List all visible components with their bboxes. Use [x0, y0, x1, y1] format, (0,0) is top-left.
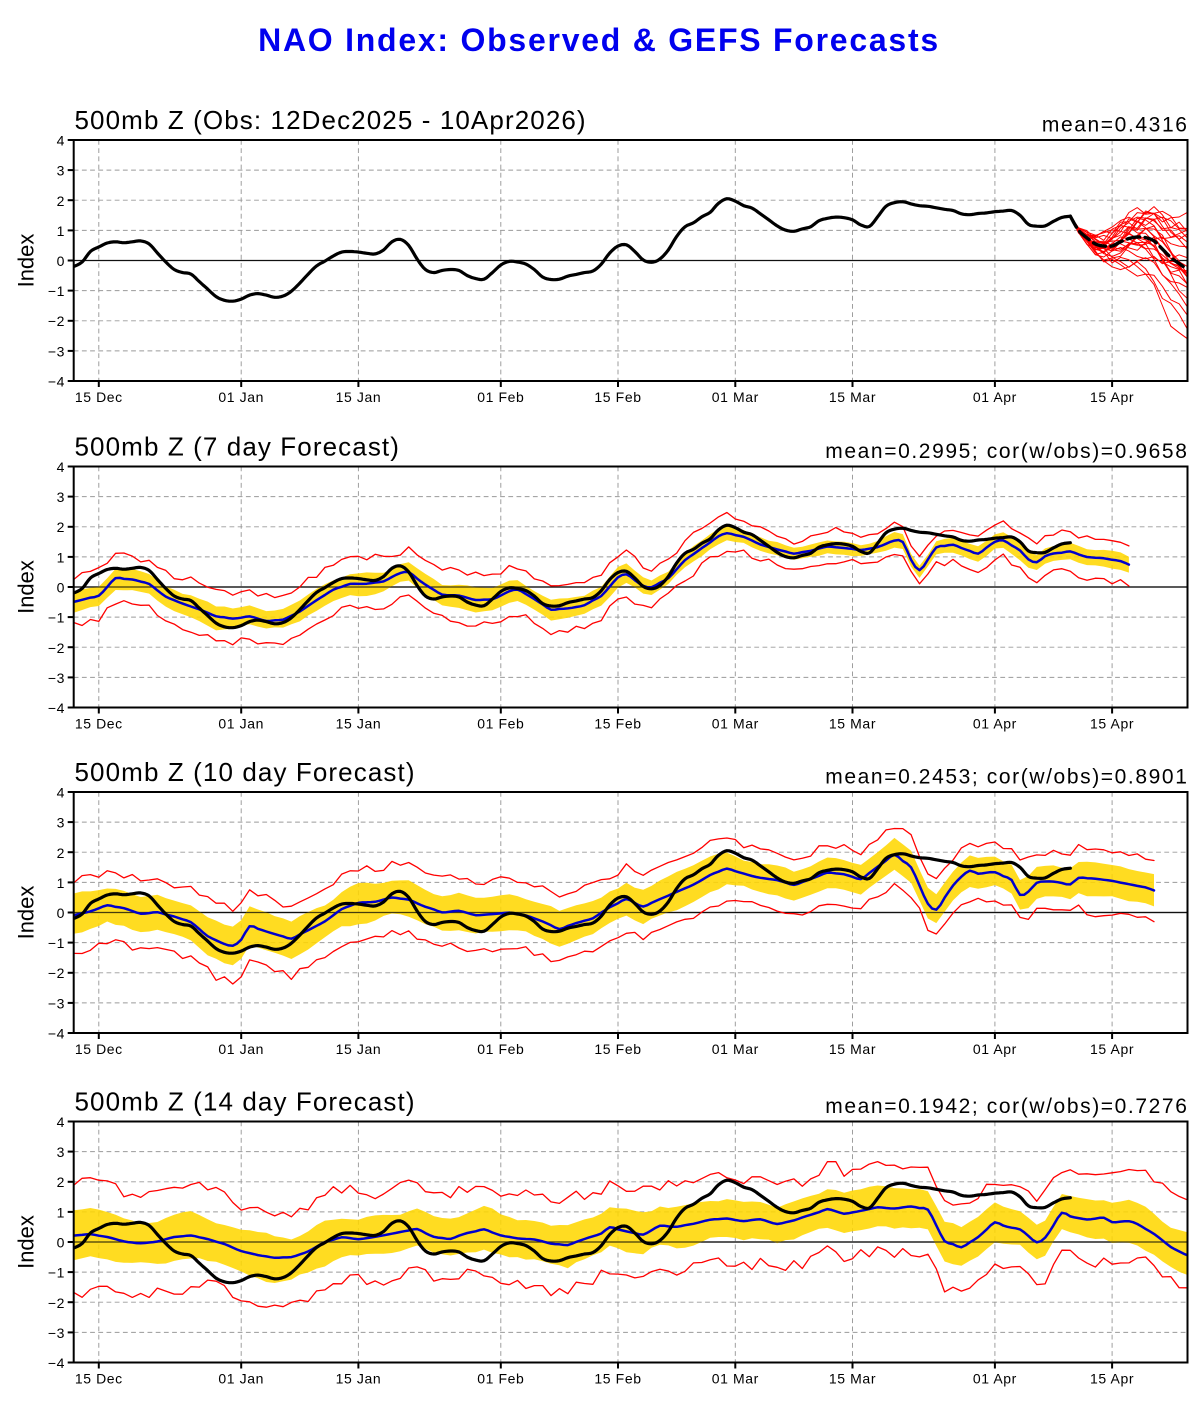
svg-text:01 Feb: 01 Feb: [477, 389, 524, 405]
svg-text:−3: −3: [48, 343, 65, 359]
svg-text:500mb Z (14 day Forecast): 500mb Z (14 day Forecast): [75, 1087, 416, 1117]
svg-text:1: 1: [57, 223, 65, 239]
svg-text:NAO Index: Observed & GEFS For: NAO Index: Observed & GEFS Forecasts: [258, 22, 940, 58]
svg-text:01 Apr: 01 Apr: [973, 1371, 1017, 1387]
svg-text:01 Mar: 01 Mar: [712, 716, 759, 732]
svg-text:500mb Z (10 day Forecast): 500mb Z (10 day Forecast): [75, 757, 416, 787]
svg-text:15 Apr: 15 Apr: [1090, 1371, 1134, 1387]
svg-text:01 Feb: 01 Feb: [477, 1371, 524, 1387]
svg-text:mean=0.2995; cor(w/obs)=0.9658: mean=0.2995; cor(w/obs)=0.9658: [825, 440, 1188, 463]
svg-text:15 Jan: 15 Jan: [336, 389, 382, 405]
svg-text:01 Apr: 01 Apr: [973, 716, 1017, 732]
svg-text:01 Mar: 01 Mar: [712, 1041, 759, 1057]
svg-text:500mb Z (Obs: 12Dec2025 - 10Ap: 500mb Z (Obs: 12Dec2025 - 10Apr2026): [75, 105, 587, 135]
svg-text:−4: −4: [48, 374, 65, 390]
svg-text:15 Feb: 15 Feb: [594, 1371, 641, 1387]
svg-text:15 Dec: 15 Dec: [75, 1371, 123, 1387]
svg-text:−4: −4: [48, 1026, 65, 1042]
svg-text:−2: −2: [48, 313, 65, 329]
svg-text:01 Jan: 01 Jan: [218, 389, 264, 405]
svg-text:−3: −3: [48, 995, 65, 1011]
svg-text:4: 4: [57, 1114, 65, 1130]
svg-text:01 Feb: 01 Feb: [477, 1041, 524, 1057]
svg-text:−2: −2: [48, 640, 65, 656]
svg-text:3: 3: [57, 1144, 65, 1160]
svg-text:15 Feb: 15 Feb: [594, 389, 641, 405]
svg-text:15 Apr: 15 Apr: [1090, 389, 1134, 405]
svg-text:mean=0.2453; cor(w/obs)=0.8901: mean=0.2453; cor(w/obs)=0.8901: [825, 766, 1188, 789]
svg-text:1: 1: [57, 549, 65, 565]
svg-text:Index: Index: [14, 1215, 39, 1269]
svg-text:Index: Index: [14, 234, 39, 288]
svg-text:15 Mar: 15 Mar: [829, 1041, 876, 1057]
svg-text:01 Jan: 01 Jan: [218, 716, 264, 732]
svg-text:3: 3: [57, 489, 65, 505]
svg-text:2: 2: [57, 1174, 65, 1190]
svg-text:1: 1: [57, 875, 65, 891]
svg-text:1: 1: [57, 1204, 65, 1220]
svg-text:3: 3: [57, 815, 65, 831]
svg-text:15 Dec: 15 Dec: [75, 389, 123, 405]
svg-text:15 Jan: 15 Jan: [336, 1371, 382, 1387]
svg-text:01 Apr: 01 Apr: [973, 389, 1017, 405]
svg-text:15 Mar: 15 Mar: [829, 1371, 876, 1387]
svg-text:0: 0: [57, 1235, 65, 1251]
svg-text:01 Jan: 01 Jan: [218, 1041, 264, 1057]
svg-text:01 Apr: 01 Apr: [973, 1041, 1017, 1057]
svg-text:4: 4: [57, 459, 65, 475]
svg-text:mean=0.4316: mean=0.4316: [1042, 114, 1189, 137]
svg-text:15 Feb: 15 Feb: [594, 1041, 641, 1057]
svg-text:4: 4: [57, 133, 65, 149]
svg-text:15 Mar: 15 Mar: [829, 716, 876, 732]
svg-text:15 Mar: 15 Mar: [829, 389, 876, 405]
svg-text:−1: −1: [48, 1265, 65, 1281]
svg-text:01 Mar: 01 Mar: [712, 1371, 759, 1387]
svg-text:01 Mar: 01 Mar: [712, 389, 759, 405]
svg-text:−2: −2: [48, 1295, 65, 1311]
svg-text:15 Jan: 15 Jan: [336, 1041, 382, 1057]
svg-text:0: 0: [57, 253, 65, 269]
svg-text:−1: −1: [48, 610, 65, 626]
svg-text:2: 2: [57, 193, 65, 209]
svg-text:01 Feb: 01 Feb: [477, 716, 524, 732]
svg-text:15 Apr: 15 Apr: [1090, 716, 1134, 732]
svg-text:−4: −4: [48, 700, 65, 716]
svg-text:−1: −1: [48, 935, 65, 951]
svg-text:2: 2: [57, 519, 65, 535]
svg-text:0: 0: [57, 905, 65, 921]
svg-text:−3: −3: [48, 670, 65, 686]
svg-text:−1: −1: [48, 283, 65, 299]
svg-text:−2: −2: [48, 965, 65, 981]
svg-text:4: 4: [57, 785, 65, 801]
svg-text:3: 3: [57, 163, 65, 179]
svg-text:15 Dec: 15 Dec: [75, 716, 123, 732]
svg-text:mean=0.1942; cor(w/obs)=0.7276: mean=0.1942; cor(w/obs)=0.7276: [825, 1095, 1188, 1118]
svg-text:15 Feb: 15 Feb: [594, 716, 641, 732]
svg-text:−3: −3: [48, 1325, 65, 1341]
svg-text:0: 0: [57, 580, 65, 596]
svg-text:500mb Z (7 day Forecast): 500mb Z (7 day Forecast): [75, 432, 401, 462]
svg-text:15 Apr: 15 Apr: [1090, 1041, 1134, 1057]
svg-text:15 Dec: 15 Dec: [75, 1041, 123, 1057]
svg-text:Index: Index: [14, 560, 39, 614]
svg-text:2: 2: [57, 845, 65, 861]
svg-text:−4: −4: [48, 1355, 65, 1371]
svg-text:01 Jan: 01 Jan: [218, 1371, 264, 1387]
svg-text:Index: Index: [14, 886, 39, 940]
svg-text:15 Jan: 15 Jan: [336, 716, 382, 732]
